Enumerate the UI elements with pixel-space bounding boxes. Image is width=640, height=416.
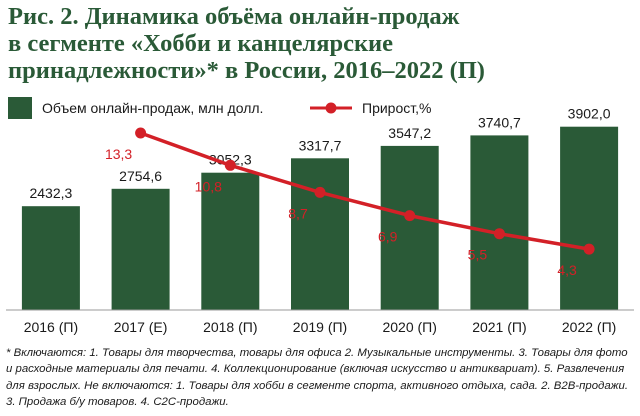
bar-value-label-4: 3547,2 [388,125,431,141]
bar-value-label-5: 3740,7 [478,114,521,130]
bar-4 [380,145,439,310]
bar-value-label-3: 3317,7 [299,137,342,153]
legend-label-line: Прирост,% [362,100,431,116]
bar-2 [201,172,260,310]
chart-title: Рис. 2. Динамика объёма онлайн-продаж в … [8,3,632,84]
growth-label-3: 8,7 [288,205,308,221]
bar-1 [111,188,170,310]
growth-line-layer: 13,3 10,8 8,7 6,9 5,5 4,3 [105,127,595,278]
bar-6 [560,126,619,310]
bar-value-label-1: 2754,6 [119,168,162,184]
footnote: * Включаются: 1. Товары для творчества, … [6,347,629,408]
bar-value-label-0: 2432,3 [29,185,72,201]
growth-point-6 [583,243,595,255]
x-tick-label-4: 2020 (П) [382,319,436,335]
x-tick-label-6: 2022 (П) [562,319,616,335]
chart-title-line-2: в сегменте «Хобби и канцелярские [8,30,394,57]
chart-legend: Объем онлайн-продаж, млн долл. Прирост,% [8,97,431,119]
growth-point-2 [224,159,236,171]
legend-label-bars: Объем онлайн-продаж, млн долл. [42,100,263,116]
growth-point-3 [314,186,326,198]
growth-label-4: 6,9 [378,229,398,245]
growth-label-5: 5,5 [468,247,488,263]
x-axis-ticks: 2016 (П) 2017 (Е) 2018 (П) 2019 (П) 2020 (П)… [24,319,617,335]
growth-line [140,131,590,251]
bars-layer [21,126,619,310]
bar-0 [21,206,80,310]
x-tick-label-0: 2016 (П) [24,319,78,335]
legend-swatch-bars [8,97,32,119]
x-tick-label-1: 2017 (Е) [114,319,168,335]
chart-title-line-1: Рис. 2. Динамика объёма онлайн-продаж [8,3,460,30]
growth-point-5 [493,228,505,240]
growth-point-4 [404,210,416,222]
growth-label-6: 4,3 [557,262,577,278]
x-tick-label-2: 2018 (П) [203,319,257,335]
chart-title-line-3: принадлежности»* в России, 2016–2022 (П) [8,57,485,84]
growth-point-1 [135,127,147,139]
x-tick-label-3: 2019 (П) [293,319,347,335]
x-tick-label-5: 2021 (П) [472,319,526,335]
bar-3 [291,158,349,310]
growth-label-2: 10,8 [195,178,222,194]
legend-swatch-marker [325,102,337,114]
bar-5 [470,135,529,310]
bar-value-label-2: 3052,3 [209,152,252,168]
bar-value-label-6: 3902,0 [568,106,611,122]
growth-label-1: 13,3 [105,146,132,162]
bar-labels-layer: 2432,3 2754,6 3052,3 3317,7 3547,2 3740,7 3902… [29,106,610,202]
